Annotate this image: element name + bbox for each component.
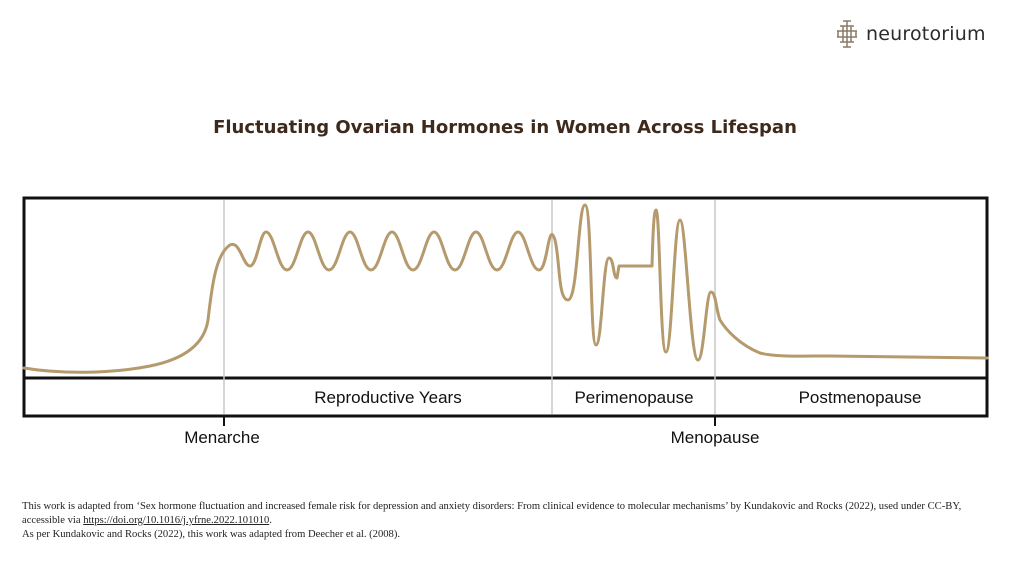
brand-name: neurotorium [866, 23, 986, 45]
footnote-adaptation: As per Kundakovic and Rocks (2022), this… [22, 529, 401, 540]
hormone-lifespan-diagram: Reproductive Years Perimenopause Postmen… [22, 196, 989, 447]
diagram-frame [22, 196, 989, 418]
milestone-label-menarche: Menarche [184, 428, 260, 447]
hormone-level-curve [22, 203, 989, 374]
source-footnote: This work is adapted from ‘Sex hormone f… [22, 500, 992, 542]
footnote-attribution: This work is adapted from ‘Sex hormone f… [22, 500, 992, 528]
footnote-text: This work is adapted from ‘Sex hormone f… [22, 501, 962, 526]
page-title: Fluctuating Ovarian Hormones in Women Ac… [213, 117, 797, 138]
brand-logo[interactable]: neurotorium [834, 18, 986, 50]
brain-circuit-icon [837, 20, 857, 48]
milestone-label-menopause: Menopause [671, 428, 760, 447]
phase-label-perimenopause: Perimenopause [574, 388, 693, 407]
phase-label-reproductive: Reproductive Years [314, 388, 461, 407]
phase-label-postmenopause: Postmenopause [799, 388, 922, 407]
doi-link[interactable]: https://doi.org/10.1016/j.yfrne.2022.101… [83, 515, 270, 526]
footnote-period: . [269, 515, 272, 526]
